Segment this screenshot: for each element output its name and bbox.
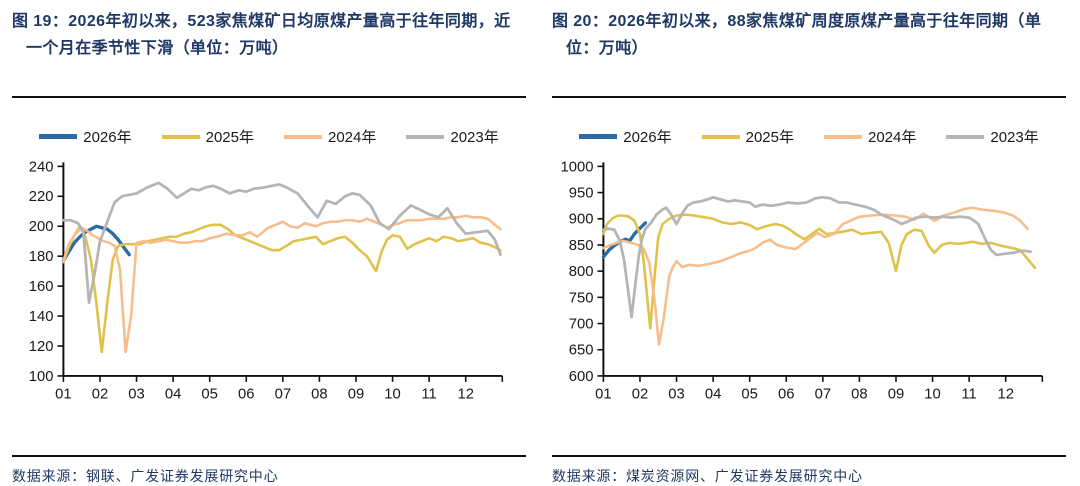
x-tick-label: 05 — [741, 387, 757, 403]
y-tick-label: 120 — [29, 339, 54, 355]
y-tick-label: 800 — [569, 264, 594, 280]
y-tick-label: 160 — [29, 279, 54, 295]
x-tick-label: 06 — [778, 387, 794, 403]
x-tick-label: 06 — [238, 387, 254, 403]
x-tick-label: 09 — [888, 387, 904, 403]
y-tick-label: 600 — [569, 369, 594, 385]
legend-item-2025年: 2025年 — [701, 126, 794, 147]
x-tick-label: 01 — [595, 387, 611, 403]
legend-item-2023年: 2023年 — [946, 126, 1039, 147]
x-tick-label: 03 — [128, 387, 144, 403]
legend-line-swatch — [406, 134, 445, 139]
x-tick-label: 08 — [851, 387, 867, 403]
y-tick-label: 950 — [569, 186, 594, 202]
y-tick-label: 700 — [569, 316, 594, 332]
daily-output-line-chart: 100 120 140 160 180 200 220 240 01 02 03 04 05 06 07 08… — [29, 159, 504, 403]
y-tick-label: 100 — [29, 369, 54, 385]
y-tick-label: 650 — [569, 343, 594, 359]
footer-divider — [552, 455, 1066, 457]
x-tick-label: 01 — [55, 387, 71, 403]
x-tick-label: 11 — [421, 387, 436, 403]
legend-line-swatch — [824, 134, 862, 139]
series-line-2024年 — [62, 214, 502, 354]
x-tick-label: 12 — [997, 387, 1013, 403]
y-tick-label: 140 — [29, 309, 54, 325]
legend-line-swatch — [284, 134, 322, 139]
chart-legend: 2026年 2025年 2024年 2023年 — [12, 126, 526, 147]
figure-20-panel: 图 20：2026年初以来，88家焦煤矿周度原煤产量高于往年同期（单位：万吨） … — [540, 0, 1080, 486]
series-line-2023年 — [602, 195, 1032, 319]
legend-line-swatch — [39, 134, 78, 139]
data-source: 数据来源：煤炭资源网、广发证券发展研究中心 — [552, 468, 863, 484]
y-tick-label: 200 — [29, 219, 54, 235]
legend-label: 2023年 — [450, 129, 499, 146]
legend-label: 2023年 — [990, 129, 1039, 146]
series-line-2025年 — [602, 213, 1037, 330]
y-tick-label: 750 — [569, 290, 594, 306]
series-line-2025年 — [62, 223, 502, 354]
legend-line-swatch — [701, 134, 740, 139]
legend-label: 2025年 — [205, 129, 254, 146]
x-tick-label: 09 — [348, 387, 364, 403]
legend-label: 2024年 — [328, 129, 377, 146]
series-line-2023年 — [62, 181, 502, 304]
x-tick-label: 05 — [201, 387, 217, 403]
y-tick-label: 220 — [29, 189, 54, 205]
x-tick-label: 04 — [165, 387, 181, 403]
x-tick-label: 10 — [384, 387, 400, 403]
chart-legend: 2026年 2025年 2024年 2023年 — [552, 126, 1066, 147]
y-tick-label: 240 — [29, 159, 54, 175]
figure-20-title: 图 20：2026年初以来，88家焦煤矿周度原煤产量高于往年同期（单位：万吨） — [552, 13, 1042, 58]
legend-label: 2025年 — [745, 129, 794, 146]
x-tick-label: 07 — [815, 387, 831, 403]
x-tick-label: 03 — [668, 387, 684, 403]
legend-label: 2026年 — [83, 129, 132, 146]
legend-label: 2024年 — [868, 129, 917, 146]
x-tick-label: 12 — [457, 387, 473, 403]
series-line-2024年 — [602, 206, 1029, 346]
legend-label: 2026年 — [623, 129, 672, 146]
x-tick-label: 02 — [632, 387, 648, 403]
legend-line-swatch — [946, 134, 985, 139]
legend-item-2023年: 2023年 — [406, 126, 499, 147]
footer-divider — [12, 455, 526, 457]
legend-item-2026年: 2026年 — [39, 126, 132, 147]
figure-19-panel: 图 19：2026年初以来，523家焦煤矿日均原煤产量高于往年同期，近一个月在季… — [12, 13, 526, 484]
x-tick-label: 02 — [92, 387, 108, 403]
x-tick-label: 08 — [311, 387, 327, 403]
title-divider — [12, 96, 526, 98]
y-tick-label: 1000 — [561, 159, 594, 175]
legend-item-2025年: 2025年 — [161, 126, 254, 147]
x-tick-label: 04 — [705, 387, 721, 403]
data-source: 数据来源：钢联、广发证券发展研究中心 — [12, 468, 279, 484]
x-tick-label: 07 — [275, 387, 291, 403]
legend-line-swatch — [161, 134, 200, 139]
title-divider — [552, 96, 1066, 98]
legend-item-2026年: 2026年 — [579, 126, 672, 147]
series-line-2026年 — [61, 224, 131, 263]
x-tick-label: 10 — [924, 387, 940, 403]
y-tick-label: 900 — [569, 212, 594, 228]
y-tick-label: 850 — [569, 238, 594, 254]
y-tick-label: 180 — [29, 249, 54, 265]
weekly-output-line-chart: 600 650 700 750 800 850 900 950 1000 01 02 03 04 05 06… — [561, 159, 1044, 403]
x-tick-label: 11 — [961, 387, 976, 403]
legend-item-2024年: 2024年 — [284, 126, 376, 147]
figure-19-title: 图 19：2026年初以来，523家焦煤矿日均原煤产量高于往年同期，近一个月在季… — [12, 13, 511, 58]
legend-line-swatch — [579, 134, 618, 139]
legend-item-2024年: 2024年 — [824, 126, 916, 147]
